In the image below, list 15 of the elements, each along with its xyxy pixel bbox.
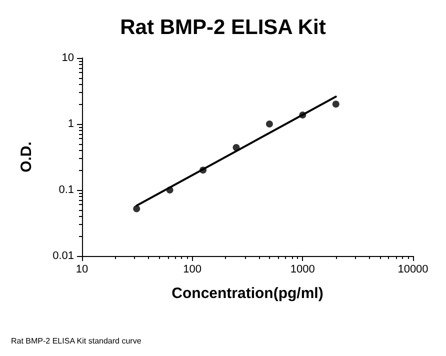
point	[133, 205, 140, 212]
y-tick-label: 0.1	[58, 184, 74, 196]
x-tick-label: 100	[183, 264, 202, 276]
y-tick-label: 1	[68, 118, 74, 130]
y-axis-title: O.D.	[18, 142, 35, 172]
x-tick-label: 1000	[290, 264, 315, 276]
text: Rat BMP-2 ELISA Kit standard curve	[11, 336, 142, 346]
point	[266, 120, 273, 128]
chart-title: Rat BMP-2 ELISA Kit	[120, 16, 326, 39]
x-axis-title: Concentration(pg/ml)	[172, 285, 324, 302]
x-tick-label: 10000	[398, 264, 428, 276]
y-tick-label: 0.01	[52, 250, 74, 262]
x-tick-label: 10	[76, 264, 88, 276]
point	[332, 100, 340, 108]
y-tick-label: 10	[62, 52, 74, 64]
